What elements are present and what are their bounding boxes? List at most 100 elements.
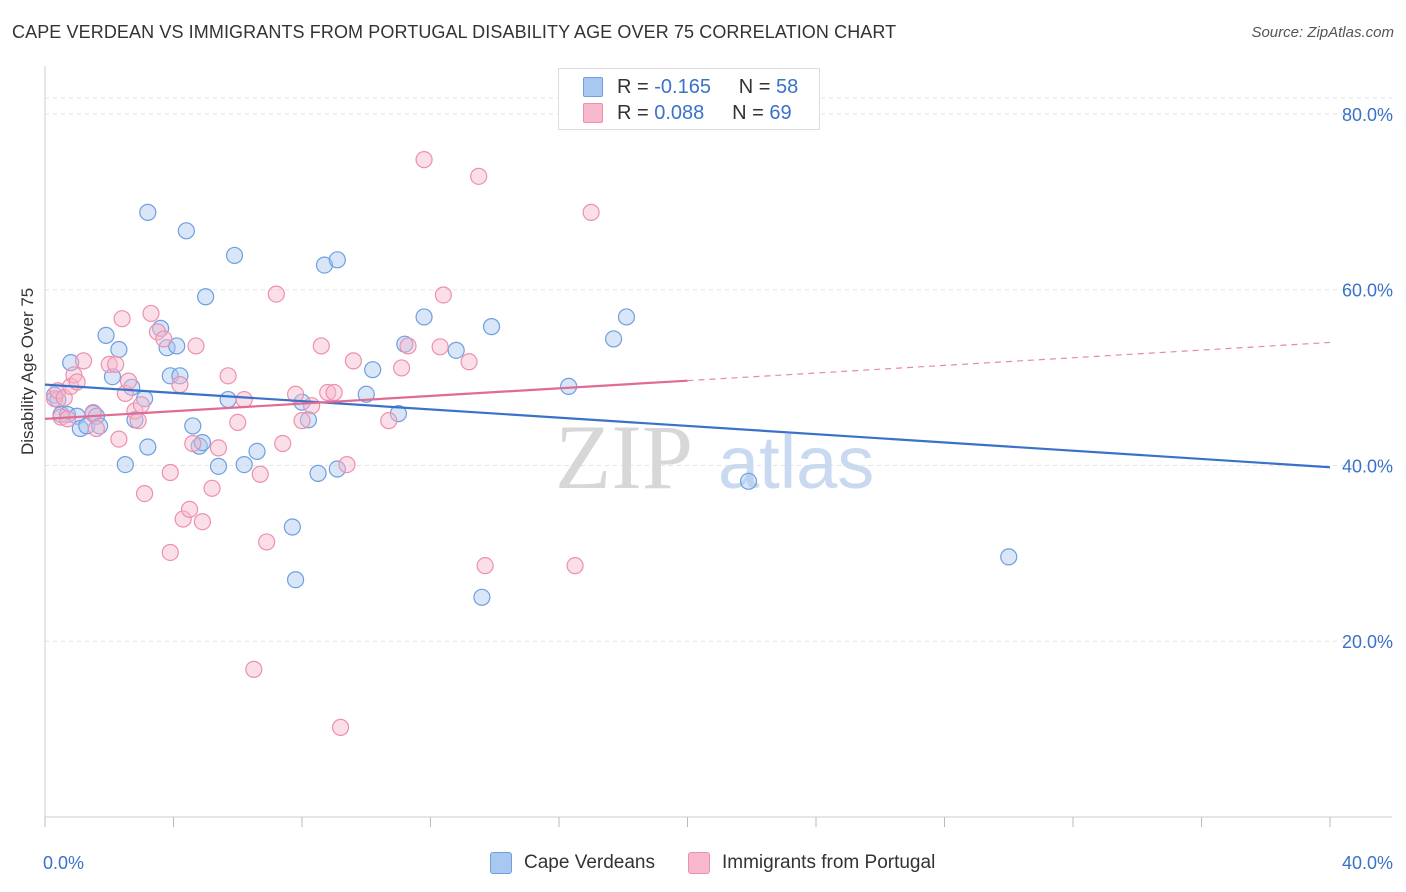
data-point xyxy=(344,352,362,370)
data-point xyxy=(431,338,449,356)
data-point xyxy=(209,457,228,475)
data-point xyxy=(389,405,407,423)
data-point xyxy=(235,455,253,474)
data-point xyxy=(187,337,205,355)
trend-line-immigrants-portugal xyxy=(44,379,688,420)
data-point xyxy=(139,438,157,456)
data-point xyxy=(312,337,330,355)
x-tick-label: 40.0% xyxy=(1342,853,1393,873)
data-point xyxy=(161,463,179,482)
data-point xyxy=(119,372,138,390)
data-point xyxy=(171,376,189,394)
data-point xyxy=(177,222,195,240)
y-tick-label: 40.0% xyxy=(1342,456,1393,476)
data-point xyxy=(309,464,327,482)
legend-n-label: N = xyxy=(738,75,771,98)
series-immigrants-portugal xyxy=(46,151,600,736)
legend-label: Cape Verdeans xyxy=(524,852,655,873)
data-point xyxy=(299,411,318,429)
legend-swatch-pink xyxy=(583,103,603,123)
legend-n-value: 69 xyxy=(769,101,792,124)
data-point xyxy=(110,340,128,359)
data-point xyxy=(447,341,465,359)
trend-line-immigrants-portugal-extension xyxy=(687,341,1331,382)
watermark-zip: ZIP xyxy=(555,406,693,508)
y-tick-label: 20.0% xyxy=(1342,632,1393,652)
y-tick-label: 60.0% xyxy=(1342,281,1393,301)
legend-r-value: 0.088 xyxy=(654,101,705,124)
data-point xyxy=(126,402,144,420)
data-point xyxy=(380,412,398,430)
data-point xyxy=(148,323,167,341)
data-point xyxy=(1000,548,1018,566)
data-point xyxy=(392,359,411,377)
data-point xyxy=(325,383,343,402)
data-point xyxy=(267,285,285,303)
series-legend: Cape Verdeans Immigrants from Portugal xyxy=(0,852,1406,878)
data-point xyxy=(161,367,179,385)
data-point xyxy=(113,310,131,328)
data-point xyxy=(87,419,106,438)
data-point xyxy=(617,308,636,326)
data-point xyxy=(364,361,382,379)
data-point xyxy=(142,304,160,323)
data-point xyxy=(470,167,488,185)
data-point xyxy=(100,355,118,374)
data-point xyxy=(739,472,758,490)
data-point xyxy=(197,288,215,306)
data-point xyxy=(482,318,501,336)
y-tick-label: 80.0% xyxy=(1342,105,1393,125)
source-label: Source: ZipAtlas.com xyxy=(1251,24,1394,41)
data-point xyxy=(286,385,305,403)
data-point xyxy=(135,484,154,503)
data-point xyxy=(132,396,150,414)
data-point xyxy=(582,203,600,221)
legend-swatch-blue xyxy=(490,852,512,874)
data-point xyxy=(473,588,491,606)
data-point xyxy=(161,543,179,562)
watermark-atlas: atlas xyxy=(718,421,874,504)
data-point xyxy=(338,455,356,474)
data-point xyxy=(328,460,346,478)
data-point xyxy=(399,337,417,355)
x-tick-label: 0.0% xyxy=(43,853,84,873)
tick-labels: 20.0% 40.0% 60.0% 80.0% 0.0% 40.0% xyxy=(43,105,1393,873)
legend-n-value: 58 xyxy=(776,75,799,98)
data-point xyxy=(248,442,266,461)
correlation-legend: R = -0.165 N = 58 R = 0.088 N = 69 xyxy=(558,68,820,130)
data-point xyxy=(245,660,263,678)
legend-r-label: R = xyxy=(617,101,649,124)
data-point xyxy=(434,286,452,304)
data-point xyxy=(566,557,584,575)
legend-r-value: -0.165 xyxy=(654,75,711,98)
data-point xyxy=(180,500,199,519)
data-point xyxy=(229,413,247,432)
data-point xyxy=(107,355,125,374)
data-point xyxy=(171,367,189,385)
grid-lines xyxy=(45,97,1392,642)
data-point xyxy=(605,330,623,348)
data-point xyxy=(97,326,115,345)
series-cape-verdeans xyxy=(46,203,1018,606)
data-point xyxy=(84,405,102,423)
chart-title: CAPE VERDEAN VS IMMIGRANTS FROM PORTUGAL… xyxy=(12,22,897,42)
legend-item-cape-verdeans[interactable]: Cape Verdeans xyxy=(490,852,655,874)
data-point xyxy=(219,367,237,385)
data-point xyxy=(286,571,305,589)
data-point xyxy=(274,434,292,453)
data-point xyxy=(315,256,334,274)
data-point xyxy=(293,412,311,430)
data-point xyxy=(331,718,350,736)
data-point xyxy=(110,430,128,448)
data-point xyxy=(283,518,301,536)
legend-n-label: N = xyxy=(732,101,764,124)
legend-label: Immigrants from Portugal xyxy=(722,852,936,873)
data-point xyxy=(225,246,244,265)
data-point xyxy=(174,510,192,528)
data-point xyxy=(219,390,237,409)
legend-r-label: R = xyxy=(617,75,649,98)
trend-lines xyxy=(44,341,1331,469)
data-point xyxy=(129,412,147,430)
legend-item-immigrants-portugal[interactable]: Immigrants from Portugal xyxy=(688,852,935,874)
